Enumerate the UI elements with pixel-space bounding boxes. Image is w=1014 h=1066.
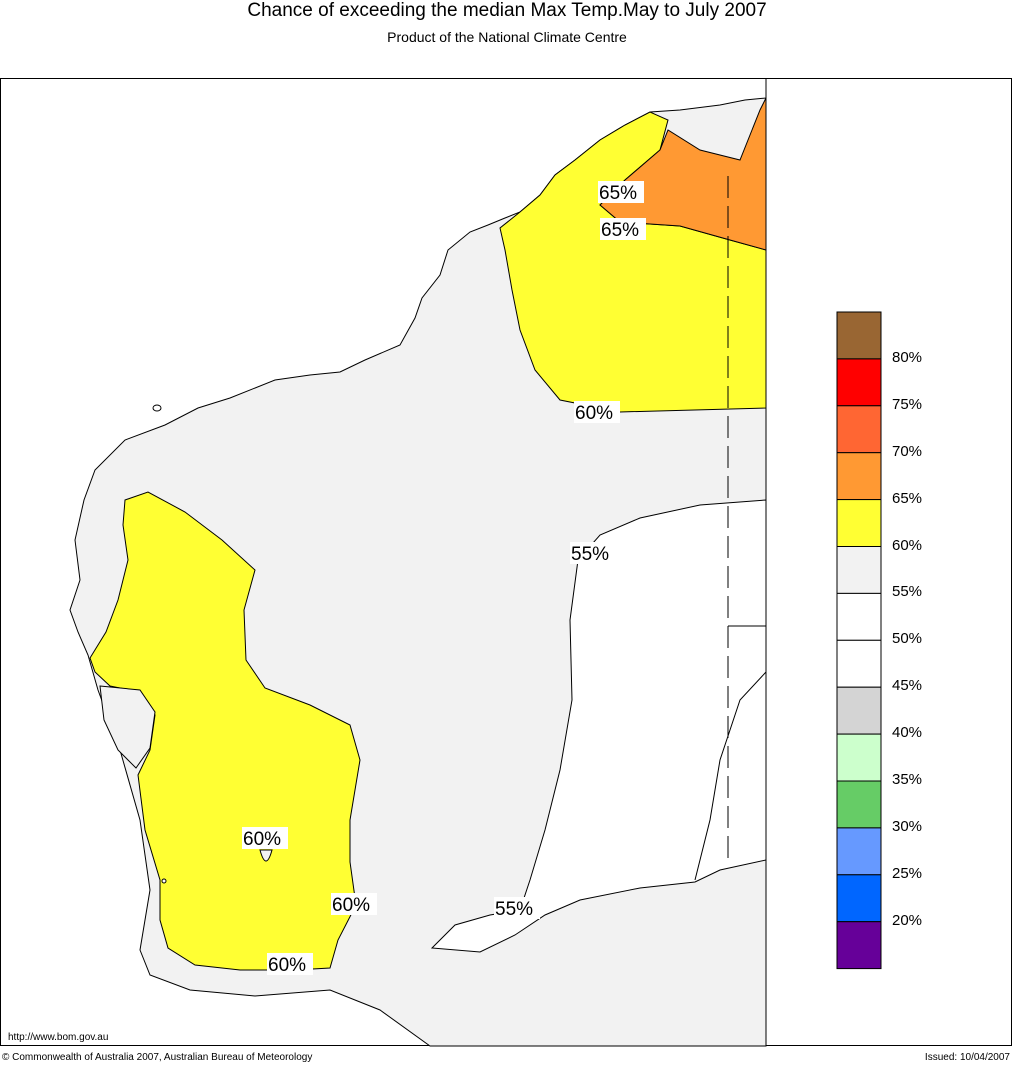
legend-label: 25% — [892, 865, 923, 882]
region-65-70 — [599, 97, 767, 251]
legend-label: 65% — [892, 490, 923, 507]
contour-label: 65% — [601, 220, 639, 241]
legend-bin — [836, 686, 882, 735]
contour-label: 60% — [243, 829, 281, 850]
legend-bin — [836, 827, 882, 876]
footer-issued: Issued: 10/04/2007 — [924, 1052, 1010, 1063]
legend-bin — [836, 780, 882, 829]
footer-copyright: © Commonwealth of Australia 2007, Austra… — [2, 1052, 313, 1063]
legend-label: 30% — [892, 818, 923, 835]
legend-bin — [836, 733, 882, 782]
legend-bin — [836, 874, 882, 923]
legend-bin — [836, 592, 882, 641]
map-title: Chance of exceeding the median Max Temp.… — [247, 0, 767, 21]
legend-bin — [836, 358, 882, 407]
legend-bin — [836, 921, 882, 970]
legend-label: 20% — [892, 912, 923, 929]
legend-label: 50% — [892, 630, 923, 647]
eastern-contour — [694, 671, 767, 881]
legend-label: 40% — [892, 724, 923, 741]
legend-bin — [836, 311, 882, 360]
legend-bin — [836, 639, 882, 688]
legend-label: 70% — [892, 443, 923, 460]
legend-bin — [836, 499, 882, 548]
legend-label: 60% — [892, 537, 923, 554]
small-contour-loop — [259, 849, 273, 862]
contour-label: 65% — [599, 183, 637, 204]
legend-label: 45% — [892, 677, 923, 694]
legend-label: 55% — [892, 583, 923, 600]
contour-label: 60% — [575, 403, 613, 424]
contour-label: 60% — [332, 895, 370, 916]
legend-label: 35% — [892, 771, 923, 788]
island — [161, 878, 167, 884]
legend-color-bar — [836, 311, 882, 970]
legend-label: 75% — [892, 396, 923, 413]
legend-bin — [836, 546, 882, 594]
contour-label: 60% — [268, 955, 306, 976]
contour-label: 55% — [495, 899, 533, 920]
map-subtitle: Product of the National Climate Centre — [387, 29, 627, 45]
legend-label: 80% — [892, 349, 923, 366]
region-60-65-southwest — [89, 491, 361, 971]
contour-label: 55% — [571, 544, 609, 565]
legend-bin — [836, 452, 882, 501]
island — [152, 404, 162, 412]
region-55-60-inset — [99, 685, 156, 769]
legend-bin — [836, 405, 882, 454]
footer-url: http://www.bom.gov.au — [8, 1032, 109, 1043]
contour-label-group: 65% 65% 60% 55% 60% 60% 60% 55% — [242, 181, 646, 976]
